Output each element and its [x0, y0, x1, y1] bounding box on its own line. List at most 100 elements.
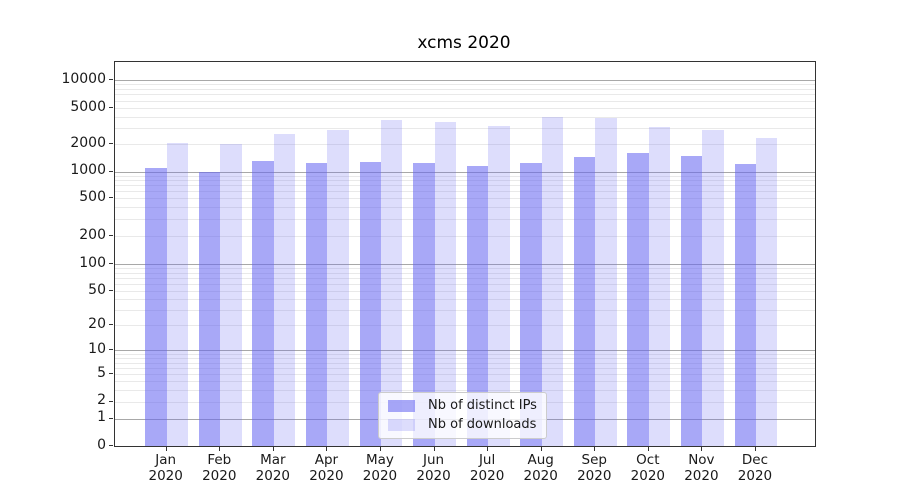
- bar-downloads: [541, 117, 564, 446]
- bar-distinct-ips: [306, 163, 328, 446]
- y-tick-mark: [109, 373, 113, 375]
- y-tick-mark: [109, 417, 113, 419]
- minor-gridline: [115, 198, 815, 199]
- x-tick-mark: [594, 447, 596, 451]
- x-tick-month: Nov: [688, 452, 715, 468]
- x-tick-mark: [487, 447, 489, 451]
- x-tick-year: 2020: [416, 468, 451, 484]
- minor-gridline: [115, 268, 815, 270]
- y-tick-label: 100: [79, 254, 106, 271]
- bar-downloads: [488, 126, 510, 446]
- y-tick-mark: [109, 400, 113, 402]
- y-tick-label: 500: [79, 188, 106, 205]
- x-tick-year: 2020: [469, 468, 505, 484]
- minor-gridline: [115, 144, 815, 146]
- bar-downloads: [702, 129, 724, 446]
- x-tick-year: 2020: [202, 468, 237, 484]
- x-tick-month: Mar: [260, 452, 286, 468]
- bar-distinct-ips: [520, 162, 542, 446]
- legend: Nb of distinct IPs Nb of downloads: [378, 392, 547, 439]
- y-tick-label: 10: [88, 340, 106, 357]
- x-tick-month: Oct: [636, 452, 660, 468]
- x-tick-mark: [219, 447, 221, 451]
- bar-distinct-ips: [359, 161, 381, 446]
- x-tick-month: Dec: [741, 452, 769, 468]
- x-tick-year: 2020: [362, 468, 398, 484]
- y-tick-label: 5000: [70, 98, 106, 115]
- bar-downloads: [755, 138, 778, 446]
- x-tick-year: 2020: [684, 468, 719, 484]
- x-tick-label: Apr 2020: [296, 452, 356, 484]
- bar-downloads: [273, 133, 296, 446]
- x-tick-mark: [701, 447, 703, 451]
- y-tick-label: 5: [97, 364, 106, 381]
- y-tick-label: 50: [88, 281, 106, 298]
- x-tick-month: Jan: [155, 452, 177, 468]
- bar-downloads: [648, 126, 671, 446]
- x-tick-year: 2020: [737, 468, 773, 484]
- y-tick-mark: [109, 143, 113, 145]
- major-gridline: [115, 171, 815, 173]
- bar-downloads: [595, 117, 617, 446]
- minor-gridline: [115, 358, 815, 360]
- minor-gridline: [115, 108, 815, 109]
- bar-downloads: [327, 130, 349, 446]
- minor-gridline: [115, 374, 815, 376]
- y-tick-mark: [109, 107, 113, 108]
- minor-gridline: [115, 116, 815, 118]
- y-tick-label: 1: [97, 409, 106, 426]
- x-tick-mark: [165, 447, 167, 451]
- minor-gridline: [115, 291, 815, 292]
- minor-gridline: [115, 278, 815, 280]
- x-tick-month: Jun: [423, 452, 445, 468]
- legend-row: Nb of distinct IPs: [388, 397, 537, 414]
- major-gridline: [115, 264, 815, 266]
- x-tick-label: Feb 2020: [189, 452, 249, 484]
- legend-row: Nb of downloads: [388, 416, 537, 433]
- minor-gridline: [115, 84, 815, 86]
- minor-gridline: [115, 389, 815, 391]
- minor-gridline: [115, 94, 815, 96]
- x-tick-label: Jul 2020: [457, 452, 517, 484]
- minor-gridline: [115, 309, 815, 311]
- y-tick-mark: [109, 445, 113, 446]
- minor-gridline: [115, 185, 815, 187]
- minor-gridline: [115, 236, 815, 237]
- bar-distinct-ips: [466, 166, 489, 446]
- bar-downloads: [166, 142, 189, 446]
- major-gridline: [115, 350, 815, 352]
- bar-distinct-ips: [573, 157, 596, 446]
- x-tick-label: Dec 2020: [725, 452, 785, 484]
- x-tick-month: May: [366, 452, 394, 468]
- x-tick-month: Aug: [527, 452, 554, 468]
- bar-distinct-ips: [413, 163, 435, 446]
- y-tick-mark: [109, 235, 113, 236]
- minor-gridline: [115, 128, 815, 130]
- minor-gridline: [115, 380, 815, 382]
- minor-gridline: [115, 191, 815, 193]
- downloads-swatch-icon: [388, 418, 415, 431]
- y-tick-label: 0: [97, 436, 106, 453]
- y-tick-label: 1000: [70, 162, 106, 178]
- minor-gridline: [115, 89, 815, 90]
- x-tick-mark: [754, 447, 756, 451]
- x-tick-month: Sep: [581, 452, 607, 468]
- y-tick-label: 200: [79, 226, 106, 243]
- bar-downloads: [434, 121, 456, 446]
- minor-gridline: [115, 175, 815, 177]
- x-tick-mark: [326, 447, 328, 451]
- x-tick-mark: [272, 447, 274, 451]
- bar-distinct-ips: [734, 164, 756, 446]
- minor-gridline: [115, 272, 815, 274]
- distinct-ips-swatch-icon: [388, 399, 415, 412]
- legend-label: Nb of distinct IPs: [428, 398, 537, 413]
- x-tick-mark: [433, 447, 435, 451]
- x-tick-label: Jun 2020: [404, 452, 464, 484]
- x-tick-month: Feb: [207, 452, 232, 468]
- bars-layer: [115, 62, 815, 446]
- x-tick-label: Nov 2020: [671, 452, 731, 484]
- legend-label: Nb of downloads: [428, 417, 537, 432]
- y-tick-label: 2: [97, 392, 106, 409]
